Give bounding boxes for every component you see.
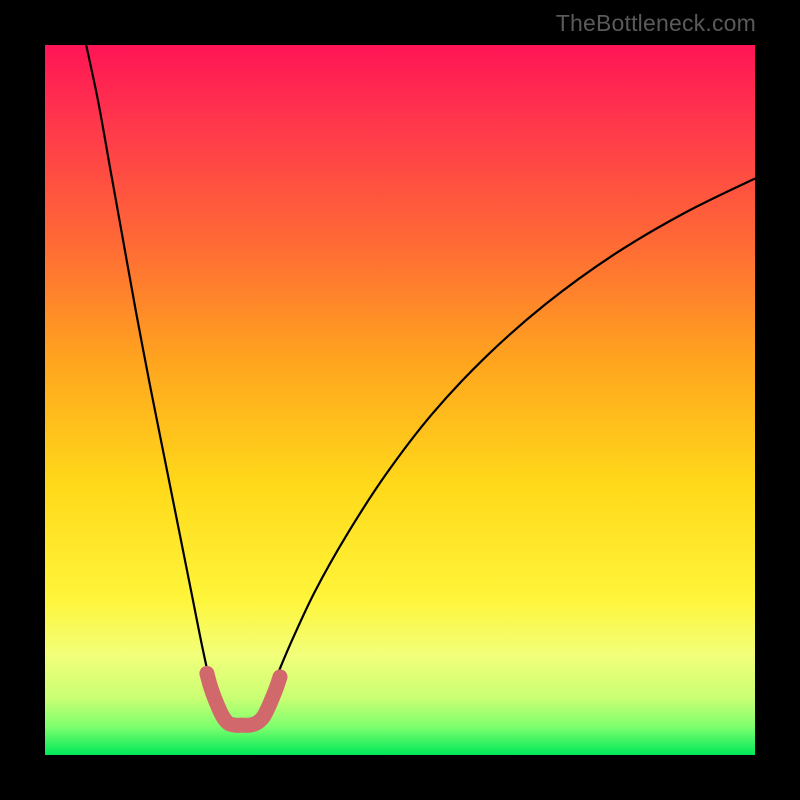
bottleneck-curve (86, 45, 755, 727)
marker-overlay (207, 673, 280, 725)
plot-area (45, 45, 755, 755)
curve-layer (45, 45, 755, 755)
watermark-text: TheBottleneck.com (556, 10, 756, 37)
